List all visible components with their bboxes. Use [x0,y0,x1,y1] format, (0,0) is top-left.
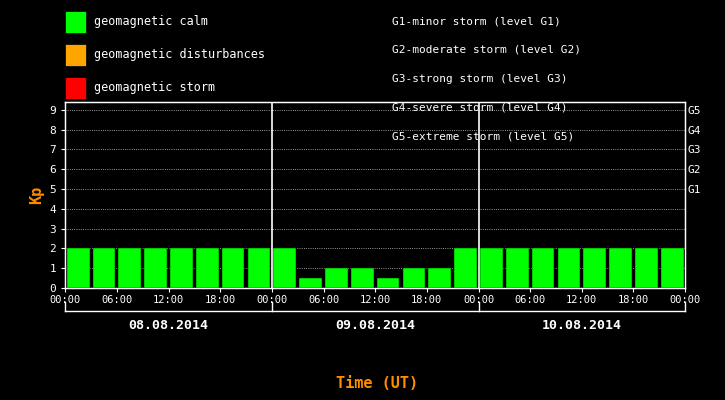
Bar [584,248,606,288]
Bar [351,268,373,288]
Bar [455,248,477,288]
Bar [402,268,426,288]
Bar [377,278,399,288]
Y-axis label: Kp: Kp [29,186,44,204]
Text: G3-strong storm (level G3): G3-strong storm (level G3) [392,74,567,84]
Bar [93,248,115,288]
Bar [222,248,244,288]
Bar [118,248,141,288]
Text: geomagnetic storm: geomagnetic storm [94,81,215,94]
Text: 09.08.2014: 09.08.2014 [335,319,415,332]
Bar [531,248,555,288]
Bar [661,248,684,288]
Bar [609,248,632,288]
Text: 08.08.2014: 08.08.2014 [128,319,209,332]
Bar [428,268,451,288]
Text: G4-severe storm (level G4): G4-severe storm (level G4) [392,102,567,112]
Bar [299,278,322,288]
Bar [480,248,502,288]
Bar [635,248,658,288]
Bar [273,248,296,288]
Bar [506,248,529,288]
Bar [558,248,580,288]
Text: G2-moderate storm (level G2): G2-moderate storm (level G2) [392,45,581,55]
Bar [67,248,89,288]
Bar [196,248,219,288]
Text: geomagnetic calm: geomagnetic calm [94,16,208,28]
Text: G5-extreme storm (level G5): G5-extreme storm (level G5) [392,131,573,141]
Bar [170,248,193,288]
Text: 10.08.2014: 10.08.2014 [542,319,622,332]
Bar [144,248,167,288]
Text: Time (UT): Time (UT) [336,376,418,392]
Bar [248,248,270,288]
Bar [325,268,348,288]
Text: geomagnetic disturbances: geomagnetic disturbances [94,48,265,61]
Text: G1-minor storm (level G1): G1-minor storm (level G1) [392,16,560,26]
